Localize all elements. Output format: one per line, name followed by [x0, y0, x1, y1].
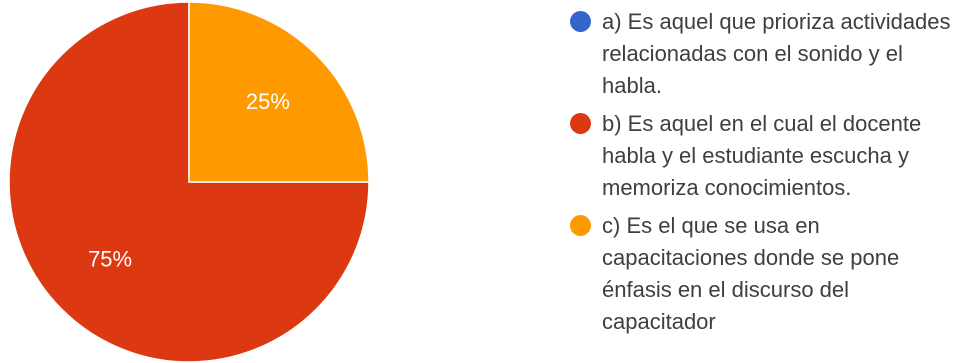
legend-label-b: b) Es aquel en el cual el docente habla …	[602, 111, 922, 200]
legend-swatch-b	[570, 113, 591, 134]
legend-swatch-a	[570, 11, 591, 32]
legend-label-a: a) Es aquel que prioriza actividades rel…	[602, 9, 951, 98]
legend-item-a[interactable]: a) Es aquel que prioriza actividades rel…	[570, 6, 960, 102]
pie-slice-1[interactable]	[8, 1, 370, 363]
legend-swatch-c	[570, 215, 591, 236]
legend-item-c[interactable]: c) Es el que se usa en capacitaciones do…	[570, 210, 960, 338]
pie-label-1: 75%	[88, 247, 132, 272]
legend-item-b[interactable]: b) Es aquel en el cual el docente habla …	[570, 108, 960, 204]
pie-slice-2[interactable]	[188, 1, 370, 183]
legend-label-c: c) Es el que se usa en capacitaciones do…	[602, 213, 900, 334]
legend: a) Es aquel que prioriza actividades rel…	[570, 6, 960, 344]
pie-label-2: 25%	[246, 89, 290, 114]
